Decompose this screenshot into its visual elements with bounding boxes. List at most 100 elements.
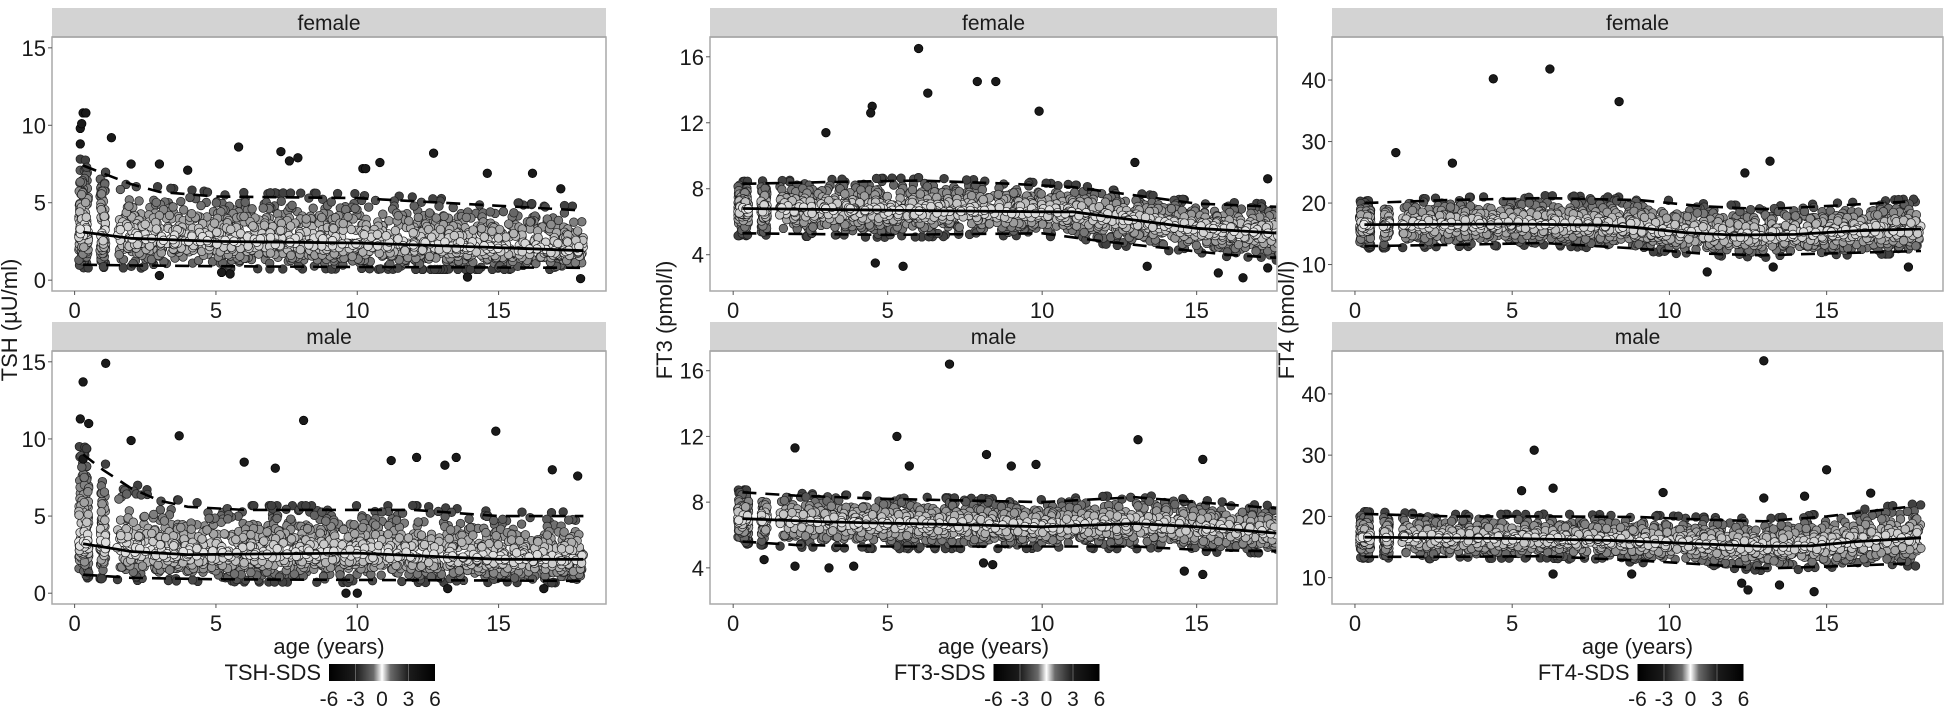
outlier-point [183, 165, 193, 175]
data-point [939, 173, 949, 184]
data-point [509, 208, 519, 218]
data-point [240, 197, 250, 207]
median-line [82, 230, 584, 253]
data-point [381, 231, 391, 241]
y-tick-label: 5 [34, 191, 46, 216]
data-point [97, 574, 107, 584]
outlier-point [573, 471, 583, 481]
outlier-point [293, 153, 303, 163]
data-point [332, 188, 343, 199]
data-point [439, 211, 449, 221]
y-tick-label: 10 [22, 113, 46, 138]
data-point [75, 224, 85, 234]
data-point [413, 212, 423, 223]
facet-label: female [962, 12, 1025, 35]
data-point [468, 225, 478, 235]
outlier-point [352, 588, 362, 598]
facet-strip [52, 8, 606, 37]
legend-tick-label: 3 [403, 688, 415, 711]
data-point [391, 515, 402, 525]
outlier-point [440, 460, 450, 470]
data-point [287, 200, 297, 210]
data-point [494, 224, 505, 235]
data-point [258, 203, 268, 213]
data-point [99, 487, 110, 497]
data-point [1281, 213, 1290, 222]
outlier-point [78, 377, 88, 387]
data-point [493, 233, 504, 243]
data-point [372, 229, 383, 240]
data-point [476, 223, 487, 234]
facet-strip [710, 8, 1277, 37]
data-point [155, 540, 165, 550]
data-point [285, 221, 296, 231]
data-point [1100, 197, 1111, 207]
data-point [445, 525, 456, 535]
outlier-point [386, 455, 396, 466]
outlier-point [361, 163, 371, 174]
data-point [454, 566, 464, 576]
data-point [515, 536, 525, 546]
data-point [346, 224, 356, 235]
outlier-point [84, 418, 94, 429]
outlier-point [233, 142, 244, 152]
data-point [209, 529, 219, 539]
outlier-point [174, 431, 184, 441]
data-point [326, 197, 336, 207]
data-point [516, 519, 527, 529]
data-point [373, 540, 384, 551]
data-point [485, 207, 495, 217]
lower-percentile-line [83, 263, 584, 270]
x-tick-label: 0 [68, 611, 80, 636]
data-point [161, 533, 171, 543]
data-point [265, 248, 276, 258]
data-point [101, 537, 111, 547]
legend-tick-label: -6 [320, 688, 339, 711]
data-point [202, 525, 212, 535]
data-point [922, 181, 932, 192]
data-point [778, 223, 789, 234]
data-point [192, 543, 202, 554]
data-point [197, 534, 207, 544]
data-point [79, 242, 89, 252]
data-point [393, 211, 403, 221]
data-point [75, 177, 85, 187]
data-point [187, 575, 198, 585]
data-point [301, 214, 311, 224]
data-point [350, 203, 360, 214]
facet-strip [52, 322, 606, 351]
data-point [153, 560, 163, 570]
data-point [114, 250, 124, 260]
data-point [364, 202, 374, 212]
data-point [1285, 218, 1294, 227]
data-point [808, 222, 818, 232]
data-point [212, 227, 222, 237]
data-point [79, 472, 89, 483]
data-point [1280, 213, 1289, 222]
data-point [308, 203, 318, 213]
data-point [1281, 238, 1290, 247]
outlier-point [81, 108, 91, 118]
y-tick-label: 10 [22, 427, 46, 452]
data-point [896, 173, 906, 183]
data-point [229, 569, 240, 579]
data-point [278, 538, 288, 548]
data-point [196, 200, 206, 211]
data-point [74, 510, 84, 520]
data-point [176, 196, 186, 207]
data-point [335, 570, 345, 580]
data-point [186, 524, 196, 534]
data-point [347, 251, 357, 262]
data-point [358, 522, 368, 533]
data-point [350, 189, 360, 199]
data-point [1282, 249, 1291, 258]
data-point [100, 459, 111, 469]
data-point [176, 522, 186, 533]
data-point [424, 251, 435, 262]
y-tick-label: 15 [22, 36, 46, 61]
plot-area [74, 358, 588, 598]
data-point [487, 226, 497, 236]
